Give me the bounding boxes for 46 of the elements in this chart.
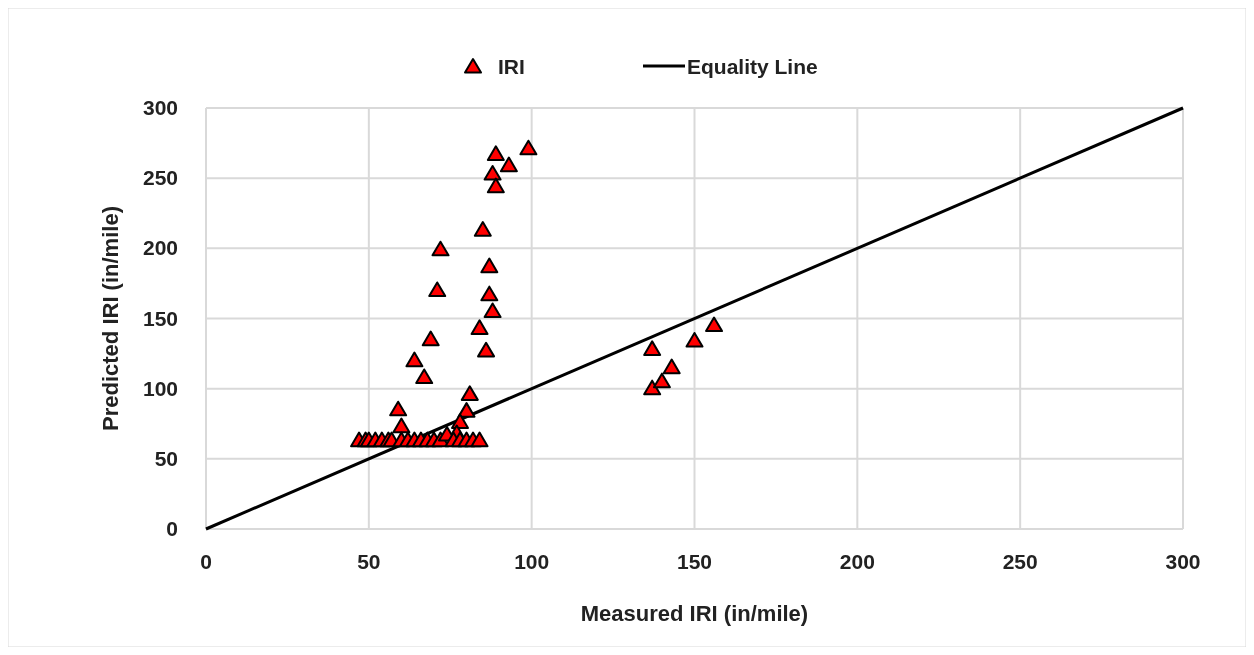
point: [643, 340, 662, 356]
point: [428, 281, 447, 298]
y-axis-title: Predicted IRI (in/mile): [98, 206, 123, 431]
point: [652, 372, 671, 389]
point: [473, 221, 492, 237]
point: [460, 385, 479, 401]
point: [470, 431, 489, 448]
point: [421, 330, 440, 347]
point: [431, 240, 450, 257]
point: [643, 379, 662, 396]
x-axis-title: Measured IRI (in/mile): [580, 601, 809, 626]
point: [499, 156, 518, 173]
point: [405, 351, 424, 368]
point: [486, 145, 505, 161]
x-tick-label: 0: [200, 550, 212, 573]
y-tick-label: 250: [142, 166, 178, 190]
x-tick-label: 100: [514, 550, 550, 573]
point: [519, 139, 538, 156]
y-tick-label: 0: [166, 517, 178, 540]
point: [470, 319, 489, 335]
point: [480, 285, 499, 302]
point: [486, 177, 505, 194]
x-tick-label: 300: [1165, 550, 1201, 573]
x-tick-label: 200: [839, 550, 875, 573]
point: [451, 413, 470, 429]
legend-label: Equality Line: [687, 55, 818, 78]
point: [685, 331, 704, 348]
point: [662, 358, 681, 375]
y-tick-label: 50: [154, 446, 178, 470]
legend-label: IRI: [498, 55, 525, 78]
x-tick-label: 250: [1002, 550, 1038, 573]
point: [415, 368, 434, 385]
point: [483, 302, 502, 319]
point: [480, 257, 499, 274]
x-tick-label: 50: [357, 550, 381, 573]
y-tick-label: 300: [142, 96, 178, 119]
point: [389, 400, 408, 417]
x-tick-label: 150: [676, 550, 713, 573]
point: [483, 164, 502, 181]
y-tick-label: 200: [142, 236, 178, 260]
point: [457, 402, 476, 418]
point: [477, 341, 496, 358]
point: [705, 316, 724, 333]
point: [392, 417, 411, 434]
y-tick-label: 100: [142, 376, 178, 400]
y-tick-label: 150: [142, 306, 178, 330]
